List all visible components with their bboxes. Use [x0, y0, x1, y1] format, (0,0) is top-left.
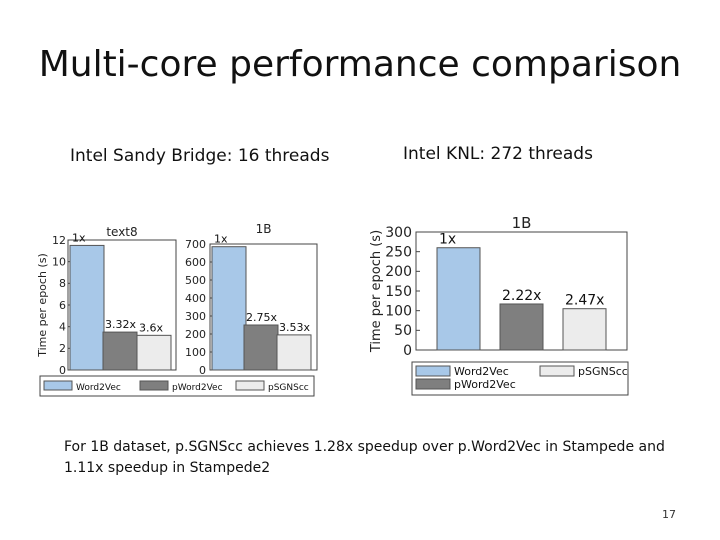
bar-word2vec	[211, 246, 247, 371]
y-tick-label: 8	[59, 277, 66, 290]
legend-entry: Word2Vec	[76, 383, 121, 393]
chart-title-1: 1B	[256, 222, 272, 236]
y-tick-label: 300	[385, 225, 412, 241]
y-axis-label: Time per epoch (s)	[36, 253, 49, 358]
y-tick-label: 0	[59, 364, 66, 377]
y-tick-label: 200	[385, 264, 412, 280]
y-tick-label: 600	[185, 256, 206, 269]
legend-swatch-word2vec	[43, 380, 73, 391]
bar-psgnscc	[136, 334, 172, 371]
bar-data-label: 3.53x	[279, 321, 310, 334]
y-tick-label: 100	[185, 346, 206, 359]
bar-psgnscc	[276, 334, 312, 371]
bar-data-label: 1x	[214, 233, 228, 246]
legend-swatch-word2vec	[415, 365, 451, 377]
y-tick-label: 200	[185, 328, 206, 341]
legend-swatch-psgnscc	[235, 380, 265, 391]
bar-word2vec	[436, 247, 481, 351]
bar-pword2vec	[243, 324, 279, 371]
legend-entry: pWord2Vec	[454, 378, 516, 391]
legend-frame	[39, 375, 315, 397]
y-tick-label: 10	[52, 256, 66, 269]
legend-entry: pWord2Vec	[172, 383, 223, 393]
y-tick-label: 50	[394, 323, 412, 339]
bar-data-label: 3.32x	[105, 318, 136, 331]
bar-data-label: 2.75x	[246, 311, 277, 324]
bar-pword2vec	[499, 303, 544, 351]
subtitle-sandy-bridge: Intel Sandy Bridge: 16 threads	[70, 146, 330, 166]
slide-title: Multi-core performance comparison	[38, 44, 682, 85]
legend-frame	[411, 361, 629, 396]
y-tick-label: 6	[59, 299, 66, 312]
legend-entry: pSGNScc	[268, 383, 309, 393]
y-tick-label: 4	[59, 321, 66, 334]
legend-entry: Word2Vec	[454, 365, 509, 378]
y-tick-label: 150	[385, 284, 412, 300]
legend-entry: pSGNScc	[578, 365, 628, 378]
bar-data-label: 2.47x	[565, 293, 604, 309]
y-tick-label: 700	[185, 238, 206, 251]
y-tick-label: 100	[385, 304, 412, 320]
y-tick-label: 400	[185, 292, 206, 305]
chart-title-2: 1B	[512, 214, 532, 232]
page-number: 17	[662, 508, 676, 521]
y-tick-label: 300	[185, 310, 206, 323]
legend-swatch-pword2vec	[415, 378, 451, 390]
bar-data-label: 1x	[439, 232, 456, 248]
bar-word2vec	[69, 244, 105, 371]
y-tick-label: 0	[199, 364, 206, 377]
legend-swatch-pword2vec	[139, 380, 169, 391]
chart-title-0: text8	[106, 225, 137, 239]
y-tick-label: 500	[185, 274, 206, 287]
bar-data-label: 2.22x	[502, 288, 541, 304]
bar-data-label: 3.6x	[139, 321, 163, 334]
y-tick-label: 2	[59, 342, 66, 355]
y-tick-label: 0	[403, 343, 412, 359]
y-tick-label: 12	[52, 234, 66, 247]
legend-swatch-psgnscc	[539, 365, 575, 377]
subtitle-knl: Intel KNL: 272 threads	[403, 144, 593, 164]
bar-psgnscc	[562, 308, 607, 351]
y-axis-label: Time per epoch (s)	[369, 230, 384, 353]
bar-data-label: 1x	[72, 231, 86, 244]
bar-pword2vec	[102, 331, 138, 371]
y-tick-label: 250	[385, 245, 412, 261]
speedup-note: For 1B dataset, p.SGNScc achieves 1.28x …	[64, 439, 665, 476]
